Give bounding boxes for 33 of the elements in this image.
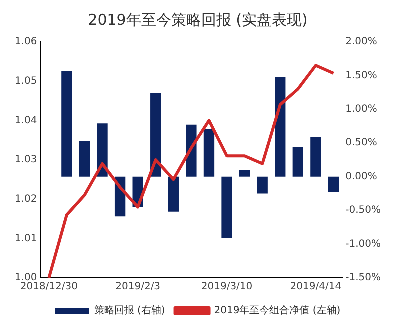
y-tick-label: 1.06 [15,36,38,48]
bar [222,176,232,238]
bar [204,128,215,177]
y-tick-label: 1.02 [15,194,38,205]
legend-label: 策略回报 (右轴) [94,304,166,317]
y-tick-label: 1.05 [15,76,38,87]
y2-tick-label: -1.50% [346,272,382,284]
bar [150,93,162,177]
bar [239,170,250,177]
y-tick-label: 1.03 [15,154,38,166]
x-tick-label: 2019/3/10 [201,282,253,293]
legend-label: 2019年至今组合净值 (左轴) [214,304,341,317]
bar [168,176,179,212]
bar [328,176,340,192]
chart-title: 2019年至今策略回报 (实盘表现) [88,10,308,29]
y2-tick-label: 0.00% [346,171,378,182]
y-tick-label: 1.01 [15,233,38,244]
y2-tick-label: 1.00% [346,104,378,116]
y-tick-label: 1.04 [15,115,38,126]
y2-tick-label: 0.50% [346,138,378,149]
y2-tick-label: -1.00% [346,238,382,250]
x-tick-label: 2019/4/14 [290,282,342,293]
y2-tick-label: 1.50% [346,70,378,82]
x-tick-label: 2018/12/30 [20,282,78,293]
bar [79,141,90,177]
bar [310,137,322,177]
y2-tick-label: 2.00% [346,36,378,48]
x-tick-label: 2019/2/3 [116,282,161,293]
bar [275,77,286,177]
bar [62,70,72,177]
bar [257,176,268,194]
bar [292,147,304,177]
y2-tick-label: -0.50% [346,205,382,216]
